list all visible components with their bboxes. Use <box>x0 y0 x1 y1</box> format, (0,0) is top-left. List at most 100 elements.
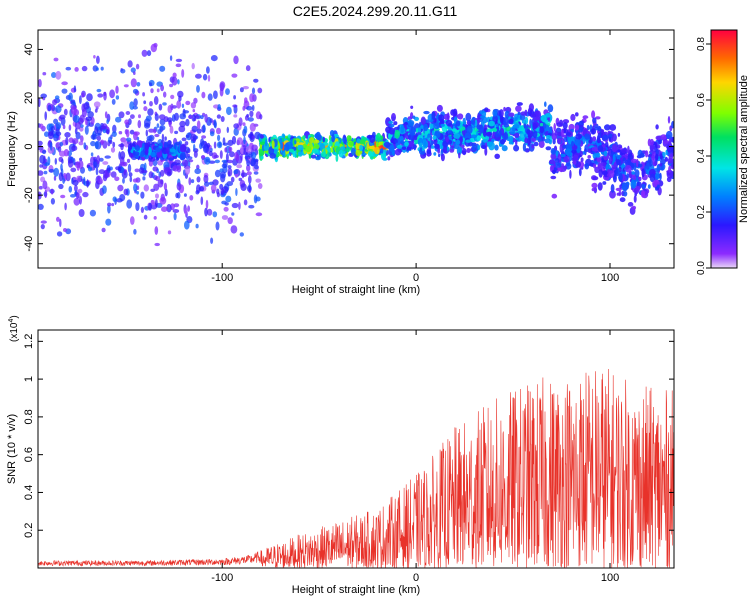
heatmap-cell <box>434 143 440 149</box>
heatmap-cell <box>633 195 637 203</box>
heatmap-cell <box>215 221 220 231</box>
heatmap-cell <box>111 98 116 105</box>
heatmap-cell <box>189 195 194 201</box>
heatmap-cell <box>632 175 637 181</box>
heatmap-cell <box>532 117 540 121</box>
heatmap-cell <box>250 158 256 167</box>
heatmap-cell <box>551 169 557 174</box>
heatmap-cell <box>39 164 43 168</box>
heatmap-cell <box>617 132 621 137</box>
heatmap-cell <box>242 122 246 126</box>
heatmap-cell <box>249 110 254 118</box>
heatmap-cell <box>126 199 133 209</box>
heatmap-cell <box>133 183 138 192</box>
heatmap-cell <box>159 65 166 72</box>
heatmap-cell <box>201 135 207 139</box>
heatmap-cell <box>214 159 220 164</box>
heatmap-cell <box>175 58 183 63</box>
heatmap-cell <box>145 147 149 156</box>
heatmap-cell <box>64 132 71 138</box>
heatmap-cell <box>553 123 556 132</box>
heatmap-cell <box>78 160 84 170</box>
heatmap-cell <box>166 171 172 177</box>
heatmap-cell <box>623 191 628 197</box>
heatmap-cell <box>185 134 190 138</box>
heatmap-cell <box>538 140 545 148</box>
heatmap-cell <box>571 140 575 147</box>
heatmap-cell <box>111 131 117 138</box>
heatmap-cell <box>243 136 246 145</box>
heatmap-cell <box>440 123 446 127</box>
heatmap-cell <box>105 218 112 226</box>
heatmap-cell <box>159 125 166 131</box>
heatmap-cell <box>280 142 284 149</box>
heatmap-cell <box>259 114 263 120</box>
heatmap-cell <box>141 49 148 57</box>
heatmap-cell <box>602 181 607 185</box>
heatmap-cell <box>161 133 165 141</box>
heatmap-cell <box>611 143 618 153</box>
heatmap-cell <box>217 134 221 142</box>
heatmap-cell <box>86 179 89 188</box>
heatmap-cell <box>195 190 200 195</box>
heatmap-cell <box>270 136 274 141</box>
heatmap-cell <box>555 150 559 157</box>
heatmap-cell <box>47 104 52 112</box>
heatmap-cell <box>608 170 615 179</box>
heatmap-cell <box>119 194 126 202</box>
heatmap-cell <box>110 147 116 153</box>
heatmap-cell <box>495 131 500 138</box>
heatmap-cell <box>196 85 200 93</box>
heatmap-cell <box>188 159 194 163</box>
heatmap-cell <box>503 106 506 112</box>
heatmap-cell <box>247 117 254 122</box>
heatmap-cell <box>212 211 218 218</box>
heatmap-cell <box>239 87 244 93</box>
heatmap-cell <box>72 179 79 186</box>
heatmap-cell <box>616 192 621 196</box>
heatmap-cell <box>38 170 44 176</box>
heatmap-cell <box>526 128 531 136</box>
heatmap-cell <box>87 166 93 172</box>
heatmap-cell <box>240 183 247 192</box>
heatmap-cell <box>492 109 498 117</box>
heatmap-cell <box>562 144 567 149</box>
heatmap-cell <box>315 131 321 141</box>
heatmap-cell <box>288 148 295 153</box>
heatmap-cell <box>200 196 204 205</box>
heatmap-cell <box>331 134 335 143</box>
heatmap-cell <box>97 175 101 184</box>
heatmap-cell <box>73 85 77 93</box>
heatmap-cell <box>122 177 125 184</box>
heatmap-cell <box>407 120 415 126</box>
heatmap-cell <box>239 232 244 237</box>
heatmap-cell <box>514 117 518 121</box>
heatmap-cell <box>47 156 51 166</box>
heatmap-cell <box>118 151 122 160</box>
heatmap-cell <box>255 212 263 217</box>
heatmap-cell <box>376 132 382 142</box>
heatmap-cell <box>190 133 197 142</box>
heatmap-cell <box>308 137 315 144</box>
colorbar-axis: 0.0 0.2 0.4 0.6 0.8 <box>696 37 711 275</box>
heatmap-cell <box>90 134 98 140</box>
heatmap-cell <box>423 110 430 115</box>
heatmap-cell <box>132 88 139 94</box>
heatmap-cell <box>652 180 658 188</box>
heatmap-cell <box>145 115 152 122</box>
heatmap-cell <box>172 209 180 213</box>
heatmap-cell <box>464 132 471 140</box>
heatmap-cell <box>377 149 380 154</box>
heatmap-cell <box>201 91 206 99</box>
heatmap-cell <box>152 166 159 172</box>
heatmap-cell <box>235 188 238 196</box>
heatmap-cell <box>488 120 495 127</box>
heatmap-cell <box>173 212 177 221</box>
heatmap-cell <box>39 154 46 164</box>
heatmap-cell <box>432 135 437 140</box>
heatmap-cell <box>596 137 601 144</box>
heatmap-cell <box>85 116 92 122</box>
heatmap-cell <box>185 118 190 127</box>
heatmap-cell <box>102 123 108 130</box>
heatmap-cell <box>204 207 208 217</box>
